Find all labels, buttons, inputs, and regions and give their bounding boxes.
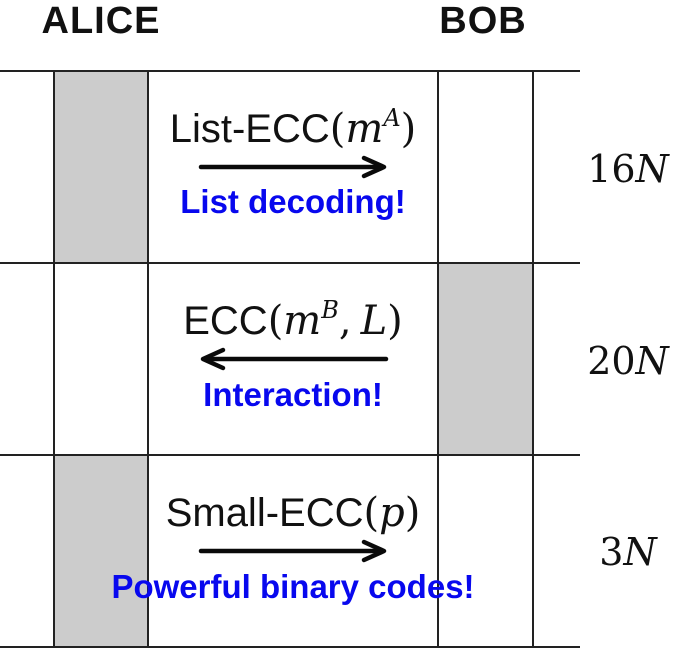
math-var: p xyxy=(379,490,405,536)
alice-column-left-border xyxy=(53,70,55,648)
row-divider-top xyxy=(0,70,580,72)
bob-column-left-border xyxy=(437,70,439,648)
math-superscript: A xyxy=(383,104,401,132)
math-var-2: L xyxy=(360,298,388,344)
cost-label: 3N xyxy=(599,530,657,574)
math-var: m xyxy=(283,298,322,344)
row-caption: Interaction! xyxy=(203,376,383,413)
cost-label: 16N xyxy=(587,147,669,191)
arrow-right-icon xyxy=(198,155,387,179)
message-label: Small-ECC(p) xyxy=(165,490,421,536)
alice-header: ALICE xyxy=(41,0,161,42)
math-var: m xyxy=(345,106,384,152)
alice-column-right-border xyxy=(147,70,149,648)
code-name: List-ECC xyxy=(169,107,330,151)
code-name: ECC xyxy=(183,299,268,343)
active-turn-highlight-bob-row2 xyxy=(437,263,534,455)
row-caption: Powerful binary codes! xyxy=(111,568,475,605)
bob-column-right-border xyxy=(532,70,534,648)
message-label: ECC(mB, L) xyxy=(183,296,403,344)
code-name: Small-ECC xyxy=(165,491,364,535)
row-caption: List decoding! xyxy=(180,183,406,220)
active-turn-highlight-alice-row3 xyxy=(53,455,149,647)
row-divider-1 xyxy=(0,262,580,264)
message-label: List-ECC(mA) xyxy=(169,104,417,152)
bob-header: BOB xyxy=(439,0,527,42)
arrow-left-icon xyxy=(200,347,389,371)
active-turn-highlight-alice-row1 xyxy=(53,71,149,263)
cost-label: 20N xyxy=(587,339,669,383)
row-divider-bottom xyxy=(0,646,580,648)
math-superscript: B xyxy=(321,296,339,324)
arrow-right-icon xyxy=(198,539,387,563)
row-divider-2 xyxy=(0,454,580,456)
